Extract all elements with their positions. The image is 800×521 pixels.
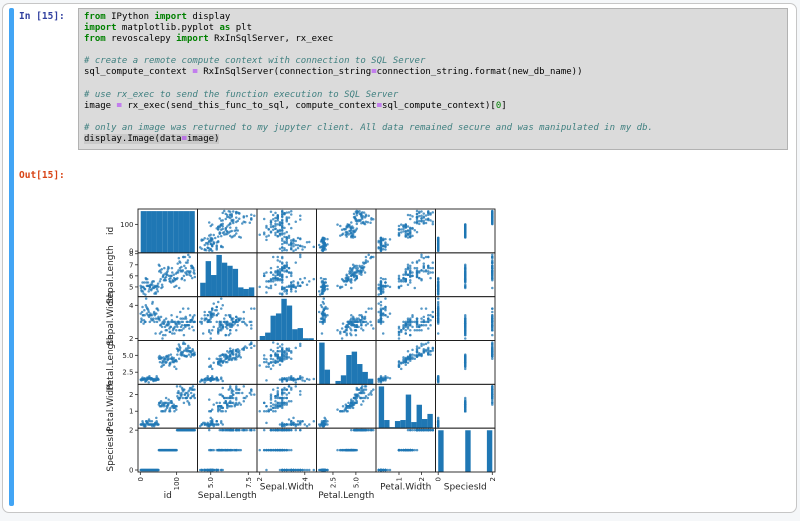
notebook-cell-card: In [15]: from IPython import display impo… <box>2 3 797 519</box>
scatter-matrix-canvas <box>99 189 511 519</box>
output-prompt: Out[15]: <box>19 170 65 181</box>
code-editor[interactable]: from IPython import display import matplo… <box>78 8 788 151</box>
input-prompt: In [15]: <box>19 11 65 22</box>
selected-cell-indicator-bar <box>9 8 14 506</box>
output-plot-image <box>99 189 511 519</box>
code-content[interactable]: from IPython import display import matplo… <box>84 12 653 145</box>
